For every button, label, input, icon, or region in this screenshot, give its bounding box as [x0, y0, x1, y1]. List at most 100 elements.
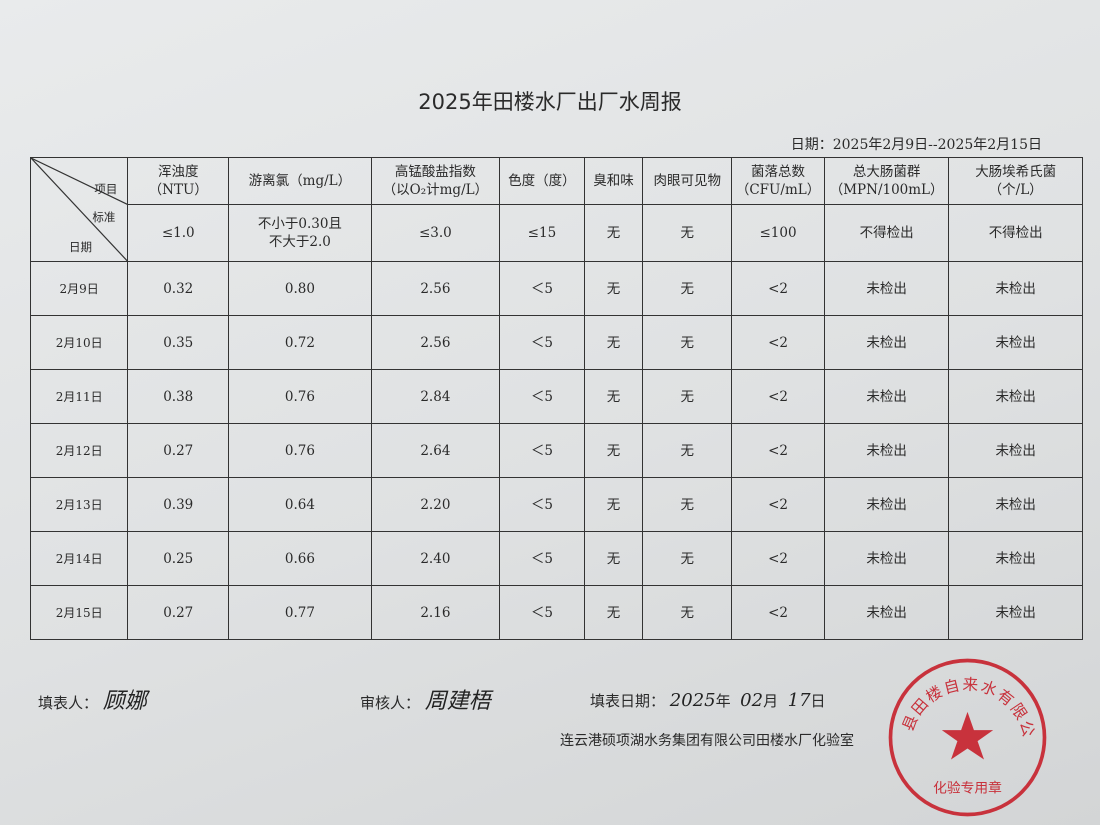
value-cell: 无: [642, 585, 733, 640]
value-cell: 0.32: [127, 261, 230, 316]
value-cell: 2.56: [370, 315, 501, 370]
value-cell: <2: [731, 423, 825, 478]
value-cell: <2: [731, 261, 825, 316]
fill-date-label: 填表日期：: [590, 692, 666, 710]
value-cell: ＜5: [499, 369, 585, 424]
value-cell: 无: [642, 261, 733, 316]
value-cell: 无: [583, 369, 644, 424]
value-cell: 无: [583, 261, 644, 316]
value-cell: 无: [583, 477, 644, 532]
value-cell: 0.25: [127, 531, 230, 586]
value-cell: 未检出: [823, 477, 950, 532]
column-header: 菌落总数 （CFU/mL）: [731, 157, 825, 205]
corner-header-cell: 项目 标准 日期: [29, 157, 129, 262]
value-cell: 无: [583, 315, 644, 370]
standard-cell: ≤100: [731, 204, 825, 262]
value-cell: 0.76: [228, 423, 372, 478]
value-cell: 0.77: [228, 585, 372, 640]
value-cell: 0.35: [127, 315, 230, 370]
standard-cell: ≤15: [499, 204, 585, 262]
value-cell: 未检出: [823, 261, 950, 316]
value-cell: 0.80: [228, 261, 372, 316]
star-icon: [941, 711, 994, 760]
value-cell: ＜5: [499, 585, 585, 640]
column-name: 菌落总数: [751, 164, 806, 180]
value-cell: 未检出: [823, 423, 950, 478]
value-cell: 2.84: [370, 369, 501, 424]
day-char: 日: [810, 692, 826, 710]
table-row: 2月9日 0.32 0.80 2.56 ＜5 无无 <2 未检出 未检出: [29, 261, 1083, 316]
value-cell: <2: [731, 315, 825, 370]
corner-item-label: 项目: [94, 182, 118, 196]
column-unit: （MPN/100mL）: [829, 182, 944, 198]
date-cell: 2月10日: [29, 315, 129, 370]
year-char: 年: [715, 692, 731, 710]
standard-cell: 无: [642, 204, 733, 262]
month-char: 月: [763, 692, 779, 710]
reviewer-signature: 周建梧: [424, 689, 491, 714]
value-cell: 0.27: [127, 423, 230, 478]
column-unit: （以O₂计mg/L）: [382, 182, 489, 198]
value-cell: 0.27: [127, 585, 230, 640]
column-name: 色度（度）: [508, 173, 576, 189]
value-cell: 2.20: [370, 477, 501, 532]
value-cell: ＜5: [499, 477, 585, 532]
fill-date-field: 填表日期： 2025年 02月 17日: [590, 690, 826, 711]
column-unit: （CFU/mL）: [735, 182, 821, 198]
table-row: 2月12日 0.27 0.76 2.64 ＜5 无无 <2 未检出 未检出: [29, 423, 1083, 478]
value-cell: 未检出: [823, 315, 950, 370]
standard-cell: 不小于0.30且 不大于2.0: [228, 204, 372, 262]
table-row: 2月15日 0.27 0.77 2.16 ＜5 无无 <2 未检出 未检出: [29, 585, 1083, 640]
table-row: 2月11日 0.38 0.76 2.84 ＜5 无无 <2 未检出 未检出: [29, 369, 1083, 424]
standard-cell: ≤3.0: [370, 204, 501, 262]
value-cell: 未检出: [948, 315, 1083, 370]
value-cell: ＜5: [499, 531, 585, 586]
column-name: 高锰酸盐指数: [394, 164, 476, 180]
column-unit: （个/L）: [988, 182, 1043, 198]
filler-label: 填表人：: [38, 694, 99, 712]
value-cell: 2.64: [370, 423, 501, 478]
column-header: 肉眼可见物: [642, 157, 733, 205]
standard-cell: 不得检出: [948, 204, 1083, 262]
report-title: 2025年田楼水厂出厂水周报: [418, 90, 682, 114]
value-cell: 无: [642, 315, 733, 370]
column-header: 浑浊度 （NTU）: [127, 157, 230, 205]
water-quality-table: 项目 标准 日期 浑浊度 （NTU） 游离氯（mg/L） 高锰酸盐指数 （以O₂计mg/…: [29, 157, 1083, 640]
value-cell: 未检出: [948, 585, 1083, 640]
column-name: 臭和味: [593, 173, 634, 189]
value-cell: 无: [583, 585, 644, 640]
date-cell: 2月13日: [29, 477, 129, 532]
value-cell: 未检出: [823, 369, 950, 424]
value-cell: 0.39: [127, 477, 230, 532]
value-cell: 无: [642, 423, 733, 478]
fill-month: 02: [740, 690, 764, 711]
value-cell: 未检出: [948, 477, 1083, 532]
fill-year: 2025: [669, 690, 716, 711]
value-cell: 0.38: [127, 369, 230, 424]
value-cell: <2: [731, 369, 825, 424]
column-name: 肉眼可见物: [653, 173, 721, 189]
column-name: 总大肠菌群: [852, 164, 921, 180]
value-cell: 未检出: [948, 531, 1083, 586]
stamp-bottom-text: 化验专用章: [933, 780, 1002, 797]
value-cell: 无: [583, 531, 644, 586]
column-header: 总大肠菌群 （MPN/100mL）: [823, 157, 950, 205]
value-cell: 无: [583, 423, 644, 478]
official-stamp: 县田楼自来水有限公司 化验专用章: [885, 655, 1047, 817]
stamp-text: 县田楼自来水有限公司: [885, 655, 1038, 740]
column-unit: （NTU）: [148, 182, 208, 198]
value-cell: 0.64: [228, 477, 372, 532]
value-cell: 无: [642, 531, 733, 586]
reviewer-label: 审核人：: [360, 694, 421, 712]
date-range: 日期：2025年2月9日--2025年2月15日: [790, 137, 1042, 153]
standard-cell: 不得检出: [823, 204, 950, 262]
date-cell: 2月12日: [29, 423, 129, 478]
column-header: 臭和味: [583, 157, 644, 205]
table-row: 2月14日 0.25 0.66 2.40 ＜5 无无 <2 未检出 未检出: [29, 531, 1083, 586]
date-cell: 2月9日: [29, 261, 129, 316]
value-cell: ＜5: [499, 315, 585, 370]
corner-date-label: 日期: [69, 240, 92, 254]
date-cell: 2月11日: [29, 369, 129, 424]
value-cell: ＜5: [499, 423, 585, 478]
diagonal-lines: [31, 158, 127, 261]
